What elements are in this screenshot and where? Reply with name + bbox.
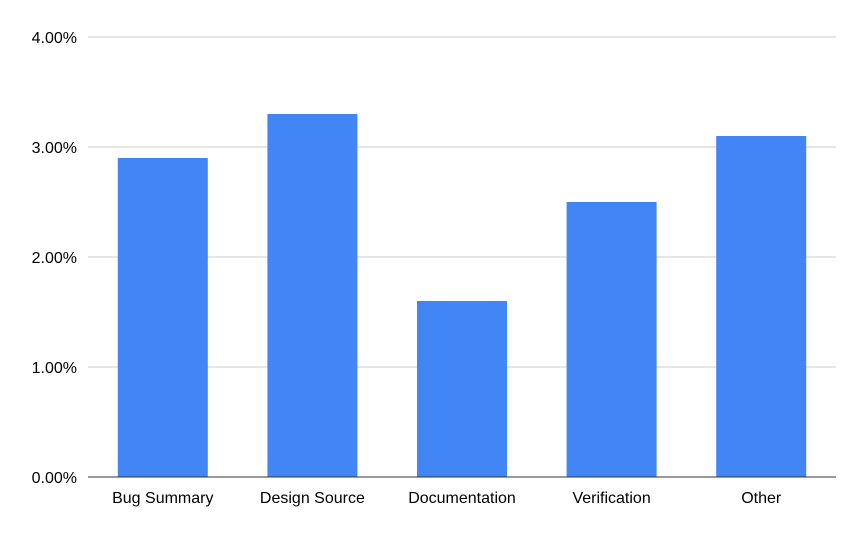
x-axis-tick-labels: Bug Summary Design Source Documentation Ver… bbox=[112, 490, 782, 507]
y-tick-label: 0.00% bbox=[32, 470, 77, 487]
x-tick-label: Bug Summary bbox=[112, 490, 213, 507]
x-tick-label: Design Source bbox=[260, 490, 365, 507]
x-tick-label: Documentation bbox=[408, 490, 516, 507]
y-tick-label: 1.00% bbox=[32, 360, 77, 377]
y-tick-label: 2.00% bbox=[32, 250, 77, 267]
bar-design-source[interactable] bbox=[267, 114, 358, 477]
y-tick-label: 3.00% bbox=[32, 140, 77, 157]
bar-verification[interactable] bbox=[566, 202, 657, 477]
x-tick-label: Verification bbox=[572, 490, 650, 507]
bar-bug-summary[interactable] bbox=[117, 158, 208, 477]
bars bbox=[117, 114, 807, 477]
bar-documentation[interactable] bbox=[417, 301, 507, 477]
x-tick-label: Other bbox=[741, 490, 782, 507]
bar-other[interactable] bbox=[716, 136, 807, 477]
y-axis-tick-labels: 0.00% 1.00% 2.00% 3.00% 4.00% bbox=[32, 30, 77, 487]
y-tick-label: 4.00% bbox=[32, 30, 77, 47]
